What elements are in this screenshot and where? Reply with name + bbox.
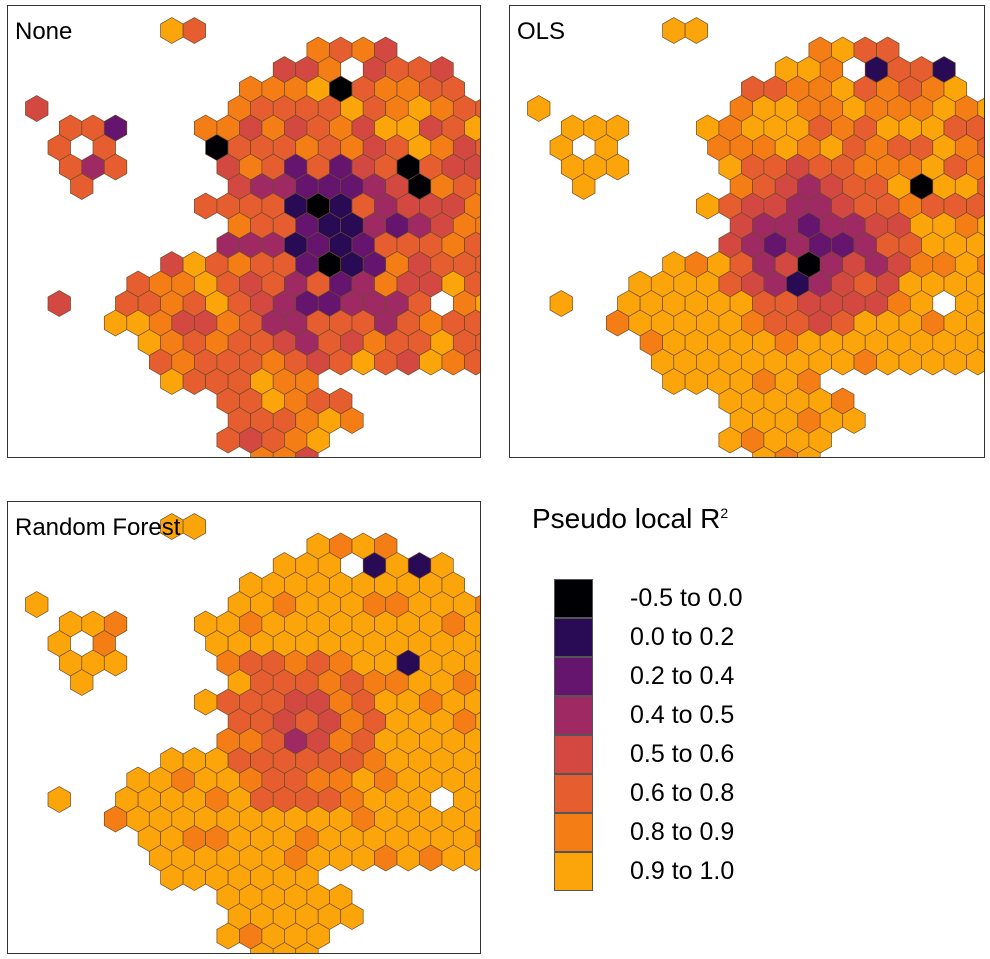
map-panel-ols: OLS — [509, 5, 985, 458]
legend-title-superscript: 2 — [720, 505, 729, 521]
hex-cell — [572, 173, 596, 200]
legend-item: -0.5 to 0.0 — [554, 579, 914, 618]
legend-item: 0.4 to 0.5 — [554, 696, 914, 735]
legend-swatch — [554, 735, 593, 774]
hex-cell — [295, 942, 319, 953]
legend-swatch — [554, 579, 593, 618]
hex-cell — [182, 513, 206, 540]
hex-cell — [295, 446, 319, 457]
hex-layer — [25, 513, 480, 953]
hex-cell — [70, 669, 94, 696]
hex-layer — [527, 17, 984, 457]
hex-cell — [475, 216, 480, 235]
hex-cell — [842, 407, 866, 434]
hex-cell — [977, 98, 984, 119]
legend-item: 0.9 to 1.0 — [554, 852, 914, 891]
legend-label: 0.2 to 0.4 — [630, 662, 735, 690]
hex-cell — [340, 903, 364, 930]
hex-cell — [103, 649, 128, 677]
hex-cell — [70, 173, 94, 200]
hex-cell — [977, 215, 984, 236]
map-panel-none: None — [7, 5, 481, 458]
legend-item: 0.6 to 0.8 — [554, 774, 914, 813]
hex-cell — [475, 634, 480, 653]
legend-item: 0.2 to 0.4 — [554, 657, 914, 696]
hex-cell — [103, 153, 128, 181]
hex-cell — [977, 137, 984, 158]
legend-title-text: Pseudo local R — [532, 503, 721, 534]
hex-map-none — [25, 17, 480, 457]
legend-item: 0.5 to 0.6 — [554, 735, 914, 774]
panel-title-none: None — [15, 18, 73, 45]
hex-cell — [47, 290, 71, 317]
panel-title-random-forest: Random Forest — [15, 514, 181, 541]
legend-item: 0.8 to 0.9 — [554, 813, 914, 852]
legend-swatch — [554, 696, 593, 735]
legend-label: 0.5 to 0.6 — [630, 740, 735, 768]
hex-cell — [662, 17, 686, 44]
hex-cell — [340, 407, 364, 434]
legend: Pseudo local R2 -0.5 to 0.0 0.0 to 0.2 0… — [532, 503, 972, 903]
hex-cell — [182, 17, 206, 44]
legend-item: 0.0 to 0.2 — [554, 618, 914, 657]
hex-cell — [475, 333, 480, 352]
hex-cell — [696, 192, 720, 220]
hex-cell — [527, 95, 551, 122]
hex-cell — [475, 673, 480, 692]
hex-cell — [977, 176, 984, 197]
hex-cell — [475, 790, 480, 809]
hex-cell — [977, 332, 984, 353]
legend-swatch — [554, 852, 593, 891]
hex-cell — [475, 751, 480, 770]
hex-cell — [475, 99, 480, 118]
hex-cell — [160, 17, 184, 44]
hex-cell — [475, 595, 480, 614]
panel-title-ols: OLS — [517, 18, 566, 45]
hex-cell — [977, 293, 984, 314]
hex-cell — [25, 95, 49, 122]
hex-map-ols — [527, 17, 984, 457]
hex-cell — [475, 712, 480, 731]
legend-label: 0.0 to 0.2 — [630, 623, 735, 651]
hex-cell — [797, 446, 821, 457]
hex-cell — [475, 177, 480, 196]
legend-swatch — [554, 774, 593, 813]
legend-swatch — [554, 657, 593, 696]
legend-label: -0.5 to 0.0 — [630, 584, 743, 612]
hex-layer — [25, 17, 480, 457]
legend-title: Pseudo local R2 — [532, 503, 728, 535]
hex-cell — [464, 844, 480, 872]
hex-cell — [194, 192, 218, 220]
hex-cell — [966, 348, 984, 376]
hex-cell — [475, 294, 480, 313]
hex-cell — [194, 688, 218, 716]
hex-cell — [464, 348, 480, 376]
hex-cell — [475, 255, 480, 274]
legend-label: 0.4 to 0.5 — [630, 701, 735, 729]
legend-label: 0.9 to 1.0 — [630, 857, 735, 885]
legend-label: 0.6 to 0.8 — [630, 779, 735, 807]
map-panel-random-forest: Random Forest — [7, 501, 481, 954]
hex-cell — [475, 138, 480, 157]
hex-cell — [977, 254, 984, 275]
legend-swatch — [554, 618, 593, 657]
legend-label: 0.8 to 0.9 — [630, 818, 735, 846]
hex-map-random-forest — [25, 513, 480, 953]
hex-cell — [25, 591, 49, 618]
hex-cell — [549, 290, 573, 317]
legend-swatch — [554, 813, 593, 852]
hex-cell — [684, 17, 708, 44]
hex-cell — [47, 786, 71, 813]
hex-cell — [475, 829, 480, 848]
hex-cell — [605, 153, 630, 181]
